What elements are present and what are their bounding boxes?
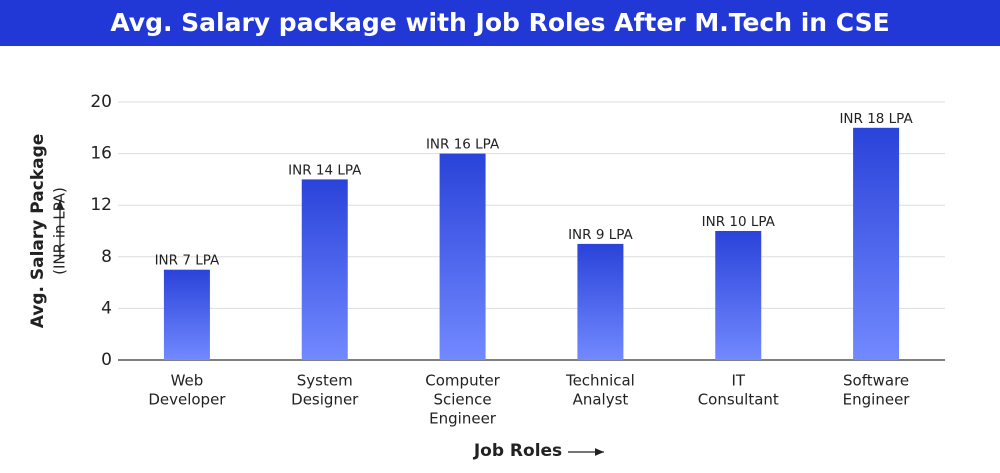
bar xyxy=(715,231,762,360)
x-tick-label: Engineer xyxy=(429,410,497,428)
y-axis-label: Avg. Salary Package xyxy=(28,134,48,329)
value-label: INR 16 LPA xyxy=(426,137,500,153)
value-label: INR 7 LPA xyxy=(155,253,220,269)
x-tick-label: Science xyxy=(434,391,492,409)
value-label: INR 9 LPA xyxy=(568,227,633,243)
value-label: INR 10 LPA xyxy=(702,214,776,230)
y-tick-label: 16 xyxy=(90,144,112,164)
bar xyxy=(439,153,486,360)
title-band xyxy=(0,0,1000,46)
x-tick-label: IT xyxy=(731,372,745,390)
bar xyxy=(853,127,900,360)
x-tick-label: Designer xyxy=(291,391,359,409)
x-tick-label: Computer xyxy=(425,372,500,390)
bar xyxy=(163,269,210,360)
bar xyxy=(301,179,348,360)
bar xyxy=(577,243,624,360)
y-tick-label: 12 xyxy=(90,195,112,215)
y-tick-label: 0 xyxy=(101,350,112,370)
x-tick-label: Technical xyxy=(565,372,635,390)
x-tick-label: Consultant xyxy=(698,391,779,409)
x-tick-label: System xyxy=(297,372,353,390)
x-tick-label: Developer xyxy=(148,391,226,409)
value-label: INR 18 LPA xyxy=(839,111,913,127)
y-tick-label: 4 xyxy=(101,298,112,318)
y-tick-label: 8 xyxy=(101,247,112,267)
x-tick-label: Engineer xyxy=(843,391,911,409)
x-tick-label: Web xyxy=(171,372,204,390)
x-tick-label: Analyst xyxy=(573,391,629,409)
x-axis-label: Job Roles xyxy=(473,441,562,461)
y-tick-label: 20 xyxy=(90,92,112,112)
x-tick-label: Software xyxy=(843,372,909,390)
value-label: INR 14 LPA xyxy=(288,162,362,178)
chart-title: Avg. Salary package with Job Roles After… xyxy=(110,8,889,37)
